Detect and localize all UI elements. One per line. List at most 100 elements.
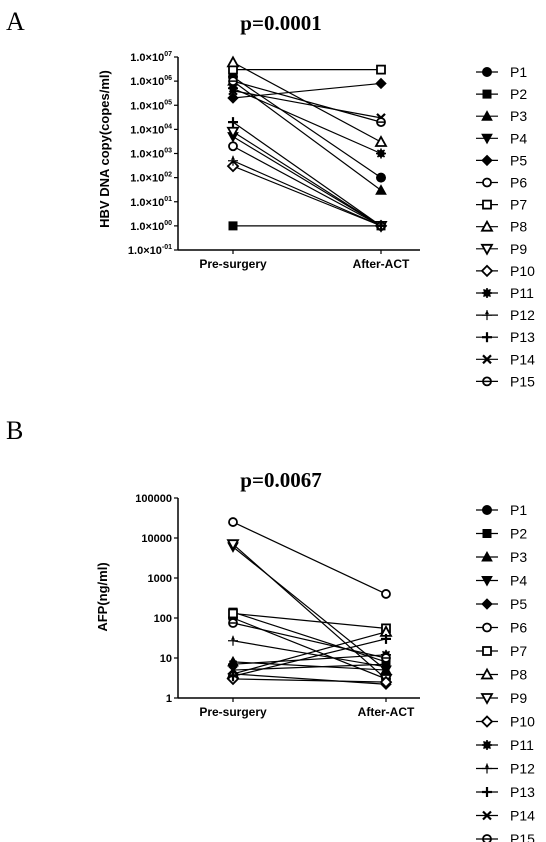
panel-a-legend-marker	[482, 310, 492, 321]
panel-a-point-p9	[226, 126, 240, 139]
panel-a-series-line-p15	[232, 80, 382, 123]
panel-b-ylabel: AFP(ng/ml)	[95, 562, 110, 631]
panel-b-legend-marker	[482, 505, 492, 515]
panel-b-legend-label: P7	[510, 643, 527, 659]
panel-a-legend-label: P5	[510, 152, 527, 168]
panel-a-point-p8	[374, 135, 388, 147]
panel-b-legend-item: P8	[476, 667, 527, 683]
panel-b-point-p7	[228, 608, 238, 619]
panel-b-legend-label: P6	[510, 620, 527, 636]
panel-a-legend-label: P7	[510, 197, 527, 213]
panel-a-title: p=0.0001	[240, 11, 321, 35]
panel-b: B p=0.0067 AFP(ng/ml) 100000100001000100…	[6, 416, 535, 842]
panel-b-ytick-label: 10	[160, 653, 172, 665]
panel-a-legend-item: P5	[476, 152, 527, 168]
panel-a-series-line-p14	[232, 90, 382, 119]
panel-a-legend-item: P8	[476, 219, 527, 235]
panel-b-legend-label: P11	[510, 737, 534, 753]
panel-b-legend: P1 P2 P3 P4 P5 P6 P7 P8 P9 P10 P11 P12 P13 P14 P15	[476, 502, 535, 842]
panel-a-legend-marker	[481, 154, 493, 167]
panel-b-legend-label: P1	[510, 502, 527, 518]
panel-b-legend-item: P7	[476, 643, 527, 659]
panel-b-legend-label: P3	[510, 549, 527, 565]
panel-a-legend-item: P7	[476, 197, 527, 213]
panel-a-xtick-label: After-ACT	[353, 257, 410, 271]
panel-a-legend-label: P8	[510, 219, 527, 235]
panel-a-point-p3	[375, 184, 387, 195]
panel-b-series-line-p15	[232, 622, 387, 659]
panel-a-legend-item: P3	[476, 108, 527, 124]
panel-a-legend-marker	[482, 177, 492, 188]
panel-b-legend-item: P15	[476, 831, 535, 842]
panel-a-point-p5	[375, 77, 387, 90]
panel-b-legend-marker	[482, 787, 492, 797]
panel-b-legend-marker	[481, 576, 493, 587]
panel-b-series-line-p2	[232, 611, 387, 663]
panel-a-point-p10	[226, 159, 240, 173]
panel-b-legend-item: P10	[476, 714, 535, 730]
panel-b-series-line-p3	[232, 661, 387, 671]
panel-b-legend-item: P3	[476, 549, 527, 565]
panel-a-point-p1	[376, 172, 386, 183]
panel-b-ytick-label: 100	[154, 613, 172, 625]
panel-b-legend-label: P8	[510, 667, 527, 683]
panel-b-series-line-p14	[232, 663, 387, 671]
panel-a-point-p7	[376, 64, 386, 75]
panel-b-series-line-p9	[232, 543, 387, 680]
panel-a-legend-marker	[480, 264, 494, 278]
panel-b-title: p=0.0067	[240, 468, 321, 492]
panel-b-legend-marker	[482, 810, 492, 821]
panel-b-series-line-p8	[232, 631, 387, 675]
panel-b-xtick-label: After-ACT	[358, 705, 415, 719]
panel-a-series-line-p11	[232, 87, 382, 155]
panel-b-point-p15	[381, 653, 391, 663]
panel-b-series-line-p11	[232, 654, 387, 665]
panel-b-legend-item: P4	[476, 573, 527, 589]
panel-a-legend-label: P10	[510, 263, 535, 279]
panel-b-legend-marker	[482, 646, 492, 656]
panel-a-legend-label: P6	[510, 175, 527, 191]
panel-b-point-p13	[381, 633, 391, 644]
panel-a-point-p6	[228, 141, 238, 152]
panel-a-legend-marker	[482, 332, 492, 343]
panel-b-legend-item: P13	[476, 784, 535, 800]
panel-b-legend-marker	[482, 763, 492, 774]
panel-b-legend-label: P9	[510, 690, 527, 706]
panel-a-legend-marker	[482, 354, 492, 365]
panel-b-series-line-p1	[232, 617, 387, 680]
panel-a-legend-label: P13	[510, 329, 535, 345]
panel-a-legend-item: P11	[476, 285, 534, 301]
panel-a-point-p13	[376, 220, 386, 231]
panel-b-ytick-label: 1	[166, 693, 172, 705]
panel-a-ytick-label: 1.0×1000	[130, 220, 172, 233]
panel-a-letter: A	[6, 7, 25, 36]
panel-a-point-p12	[228, 155, 238, 166]
panel-b-point-p6	[228, 517, 238, 527]
panel-b-legend-marker	[481, 598, 493, 610]
panel-b-xtick-label: Pre-surgery	[199, 705, 267, 719]
panel-a-legend-label: P3	[510, 108, 527, 124]
panel-b-legend-item: P14	[476, 808, 535, 824]
panel-b-plot: 100000 10000 1000 100 10 1 Pre-surgery After-AC…	[135, 493, 420, 719]
panel-b-point-p9	[226, 539, 240, 552]
panel-b-series-line-p13	[232, 638, 387, 677]
panel-a-series-line-p6	[232, 145, 382, 227]
panel-a-series-line-p9	[232, 131, 382, 227]
panel-b-point-p15	[228, 618, 238, 628]
panel-a-legend-label: P2	[510, 86, 527, 102]
panel-a-point-p15	[228, 76, 238, 87]
panel-a-point-p15	[376, 117, 386, 128]
panel-a-legend-marker	[481, 133, 493, 145]
panel-b-legend-marker	[482, 622, 492, 633]
panel-b-legend-marker	[481, 550, 493, 562]
panel-b-legend-label: P15	[510, 831, 535, 842]
panel-b-legend-label: P2	[510, 526, 527, 542]
panel-a-legend-item: P14	[476, 351, 535, 367]
panel-b-legend-marker	[482, 529, 492, 538]
panel-a-ytick-label: 1.0×1007	[130, 51, 172, 64]
panel-b-legend-item: P2	[476, 526, 527, 542]
panel-b-legend-item: P12	[476, 761, 535, 777]
panel-a-ytick-label: 1.0×1004	[130, 123, 172, 136]
panel-a-point-p2	[228, 221, 238, 231]
